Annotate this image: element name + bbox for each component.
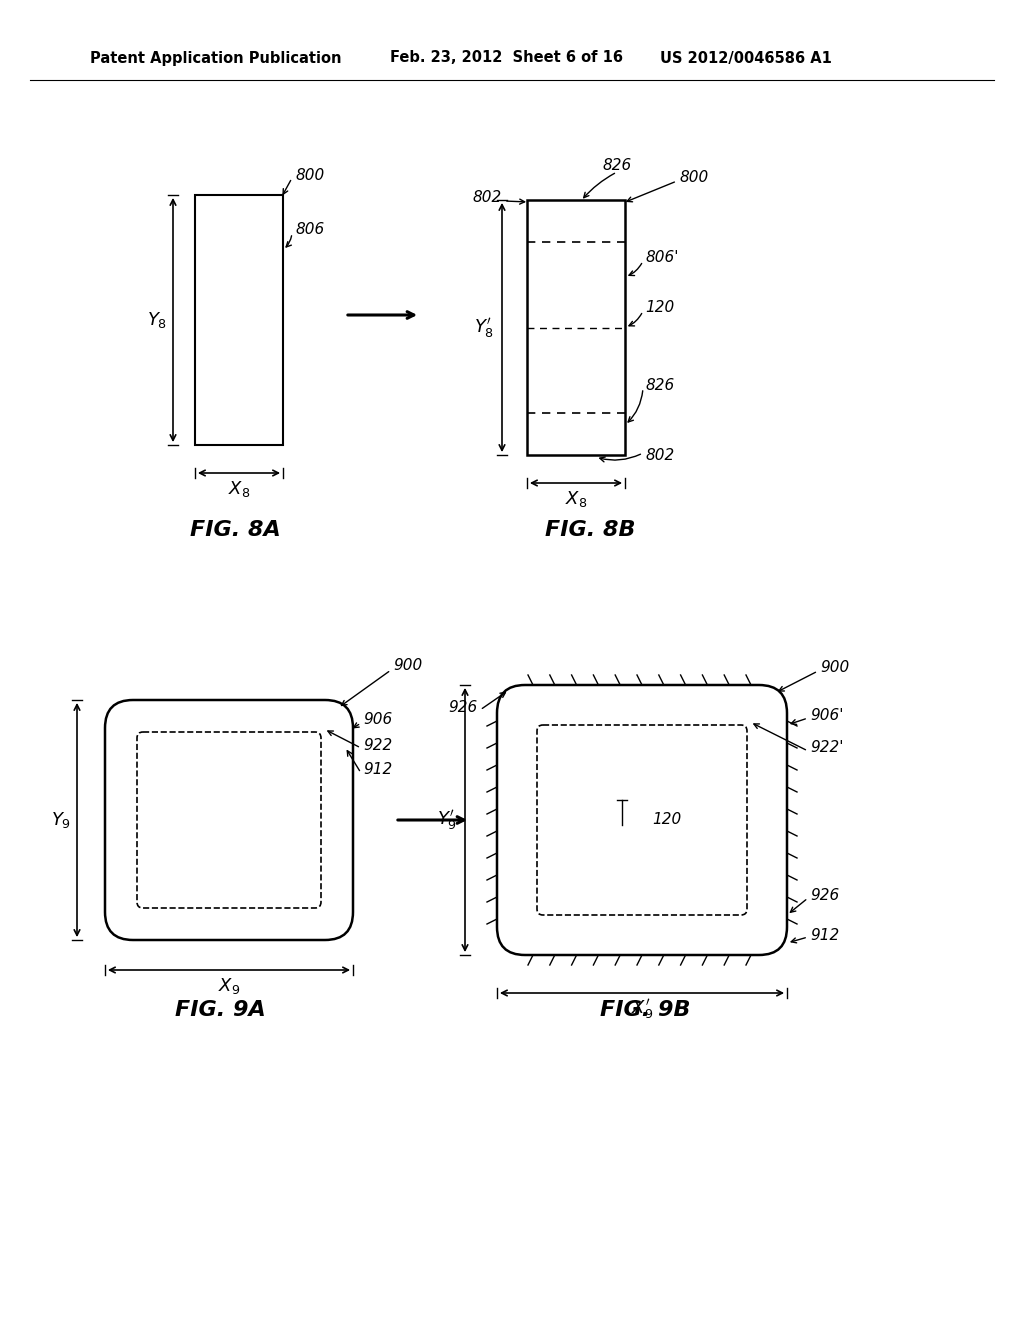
Text: $X_9$: $X_9$ [218, 975, 240, 997]
Text: 912: 912 [362, 763, 392, 777]
Text: Patent Application Publication: Patent Application Publication [90, 50, 341, 66]
Bar [527, 201, 625, 455]
Text: 926: 926 [449, 700, 478, 714]
Text: 922: 922 [362, 738, 392, 752]
Text: $Y_8$: $Y_8$ [146, 310, 167, 330]
Text: Feb. 23, 2012  Sheet 6 of 16: Feb. 23, 2012 Sheet 6 of 16 [390, 50, 623, 66]
FancyBboxPatch shape [105, 700, 353, 940]
Bar [195, 195, 283, 445]
Text: 906: 906 [362, 713, 392, 727]
Text: FIG. 8A: FIG. 8A [189, 520, 281, 540]
Text: $Y_9'$: $Y_9'$ [437, 808, 457, 832]
Text: $Y_8'$: $Y_8'$ [474, 315, 495, 339]
Text: 900: 900 [820, 660, 849, 676]
Text: FIG. 8B: FIG. 8B [545, 520, 635, 540]
Text: $X_9'$: $X_9'$ [631, 997, 653, 1020]
FancyBboxPatch shape [497, 685, 787, 954]
Text: 802: 802 [473, 190, 502, 206]
Text: US 2012/0046586 A1: US 2012/0046586 A1 [660, 50, 831, 66]
Text: 906': 906' [810, 708, 844, 722]
Text: FIG. 9A: FIG. 9A [175, 1001, 265, 1020]
Text: 912: 912 [810, 928, 840, 942]
Text: 926: 926 [810, 887, 840, 903]
Text: 806': 806' [645, 251, 679, 265]
Text: 120: 120 [652, 813, 681, 828]
Text: 802: 802 [645, 447, 674, 462]
Text: 826: 826 [645, 378, 674, 392]
Text: 806: 806 [295, 223, 325, 238]
Text: 922': 922' [810, 741, 844, 755]
Text: 900: 900 [393, 657, 422, 672]
Text: FIG. 9B: FIG. 9B [600, 1001, 690, 1020]
Text: 800: 800 [680, 170, 710, 186]
Text: $X_8$: $X_8$ [565, 488, 587, 510]
Text: 826: 826 [602, 157, 632, 173]
Text: $X_8$: $X_8$ [228, 479, 250, 499]
Text: $Y_9$: $Y_9$ [51, 810, 71, 830]
Text: 800: 800 [295, 168, 325, 182]
Text: 120: 120 [645, 301, 674, 315]
